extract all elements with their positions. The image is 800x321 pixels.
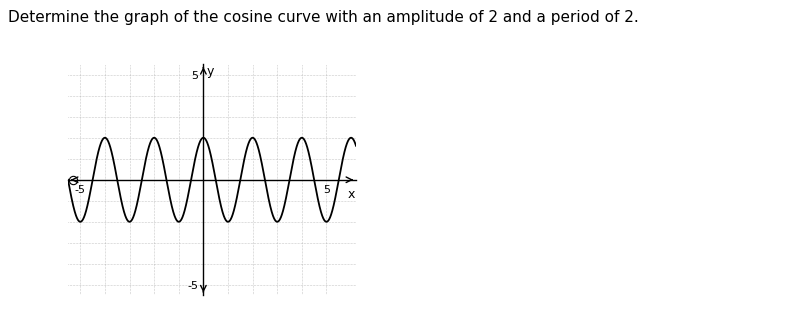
Text: x: x: [347, 188, 354, 201]
Text: y: y: [207, 65, 214, 78]
Text: Determine the graph of the cosine curve with an amplitude of 2 and a period of 2: Determine the graph of the cosine curve …: [8, 10, 638, 25]
